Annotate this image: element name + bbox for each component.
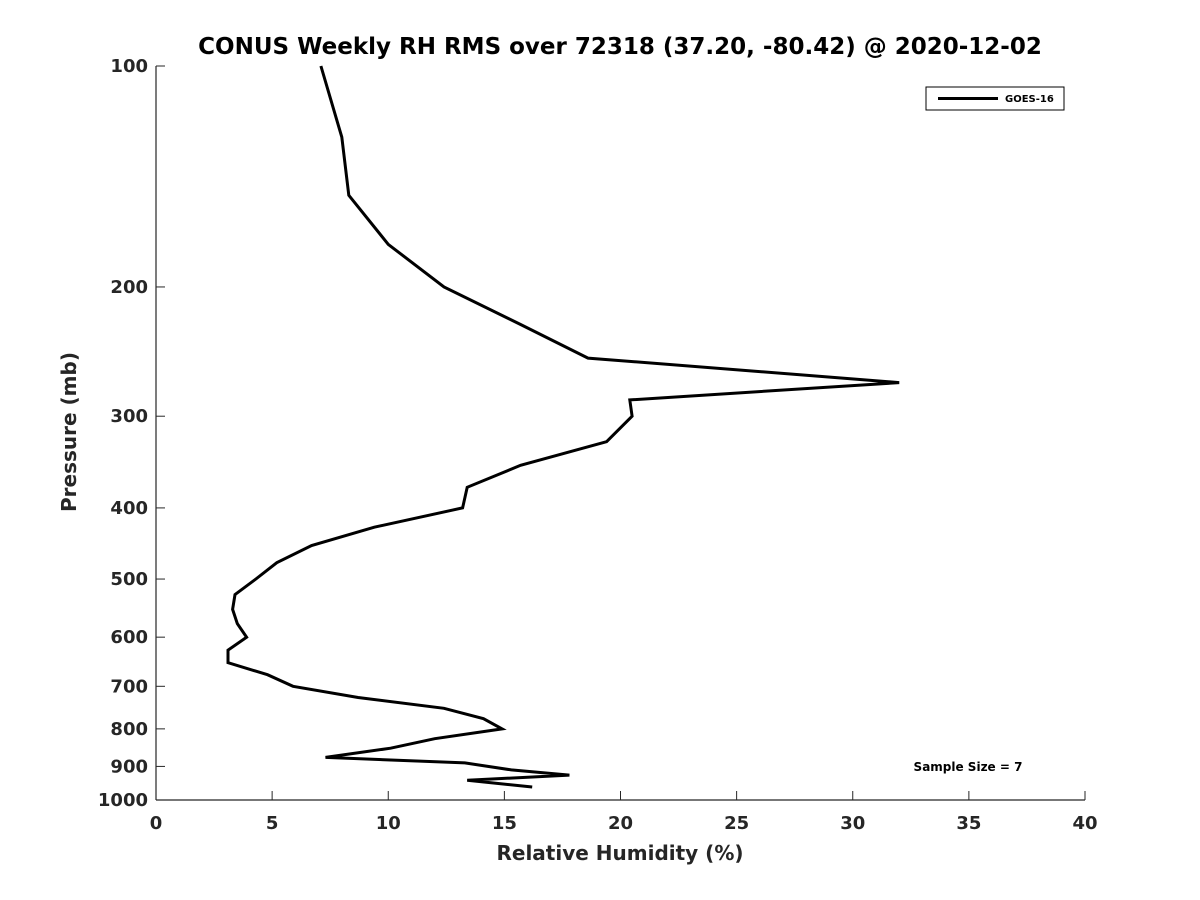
- legend: GOES-16: [925, 86, 1065, 111]
- plot-axes: [155, 66, 1085, 801]
- y-tick-label: 300: [110, 406, 148, 427]
- y-axis-label: Pressure (mb): [57, 352, 81, 512]
- x-tick-label: 5: [266, 813, 279, 834]
- y-tick-label: 200: [110, 277, 148, 298]
- y-tick-label: 500: [110, 569, 148, 590]
- x-axis-label: Relative Humidity (%): [496, 841, 743, 865]
- y-tick-label: 400: [110, 498, 148, 519]
- y-ticks: 100 200 300 400 500 600 700 800 900 1000: [98, 56, 165, 811]
- x-tick-label: 25: [724, 813, 749, 834]
- chart-title: CONUS Weekly RH RMS over 72318 (37.20, -…: [198, 34, 1042, 60]
- series-group: [226, 65, 900, 789]
- y-tick-label: 600: [110, 627, 148, 648]
- y-tick-label: 900: [110, 756, 148, 777]
- sample-size-annotation: Sample Size = 7: [914, 760, 1023, 774]
- y-tick-label: 800: [110, 719, 148, 740]
- x-tick-label: 40: [1072, 813, 1097, 834]
- y-tick-label: 700: [110, 676, 148, 697]
- series-line-goes-16: [226, 65, 900, 789]
- y-tick-label: 100: [110, 56, 148, 77]
- x-tick-label: 30: [840, 813, 865, 834]
- x-tick-label: 35: [956, 813, 981, 834]
- x-tick-label: 20: [608, 813, 633, 834]
- x-ticks: 0 5 10 15 20 25 30 35 40: [150, 791, 1098, 834]
- x-tick-label: 0: [150, 813, 163, 834]
- y-tick-label: 1000: [98, 790, 148, 811]
- legend-label: GOES-16: [1005, 94, 1054, 105]
- x-tick-label: 15: [492, 813, 517, 834]
- x-tick-label: 10: [376, 813, 401, 834]
